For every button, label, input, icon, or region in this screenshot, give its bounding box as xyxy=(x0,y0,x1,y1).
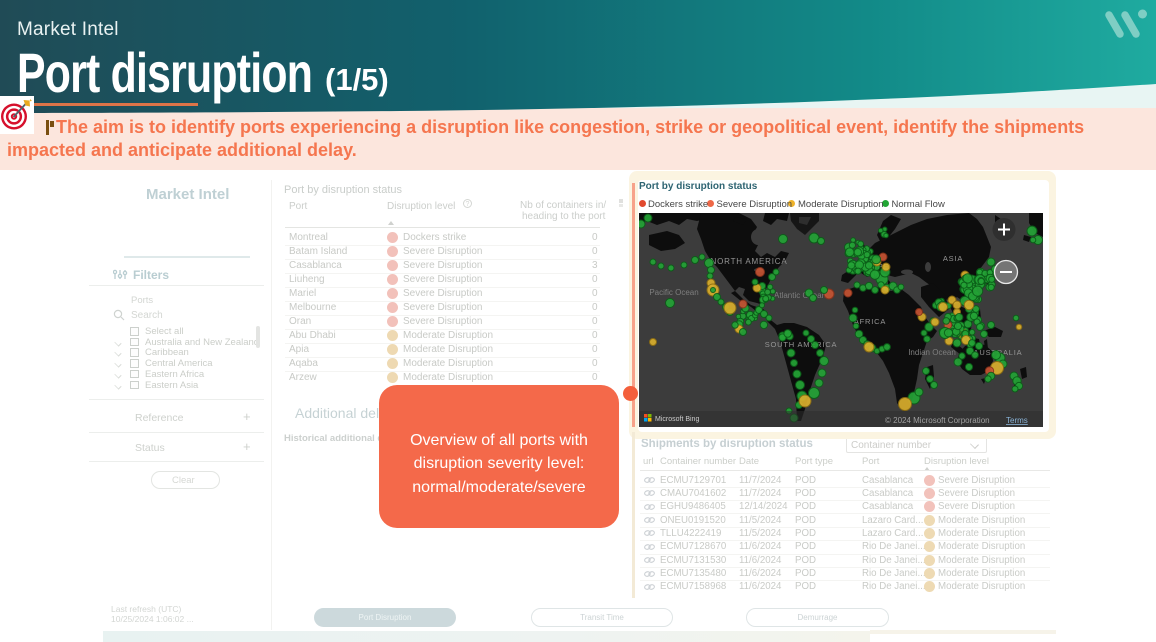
svg-text:© 2024 Microsoft Corporation: © 2024 Microsoft Corporation xyxy=(885,416,990,425)
svg-text:Terms: Terms xyxy=(1006,416,1028,425)
svg-text:Indian Ocean: Indian Ocean xyxy=(908,348,956,357)
svg-text:NORTH AMERICA: NORTH AMERICA xyxy=(711,257,788,266)
svg-text:ASIA: ASIA xyxy=(943,254,963,263)
svg-text:SOUTH AMERICA: SOUTH AMERICA xyxy=(765,340,838,349)
svg-text:Pacific Ocean: Pacific Ocean xyxy=(649,288,698,297)
svg-text:Atlantic Ocean: Atlantic Ocean xyxy=(774,291,826,300)
svg-text:AFRICA: AFRICA xyxy=(854,317,886,326)
svg-text:Microsoft Bing: Microsoft Bing xyxy=(655,416,699,423)
